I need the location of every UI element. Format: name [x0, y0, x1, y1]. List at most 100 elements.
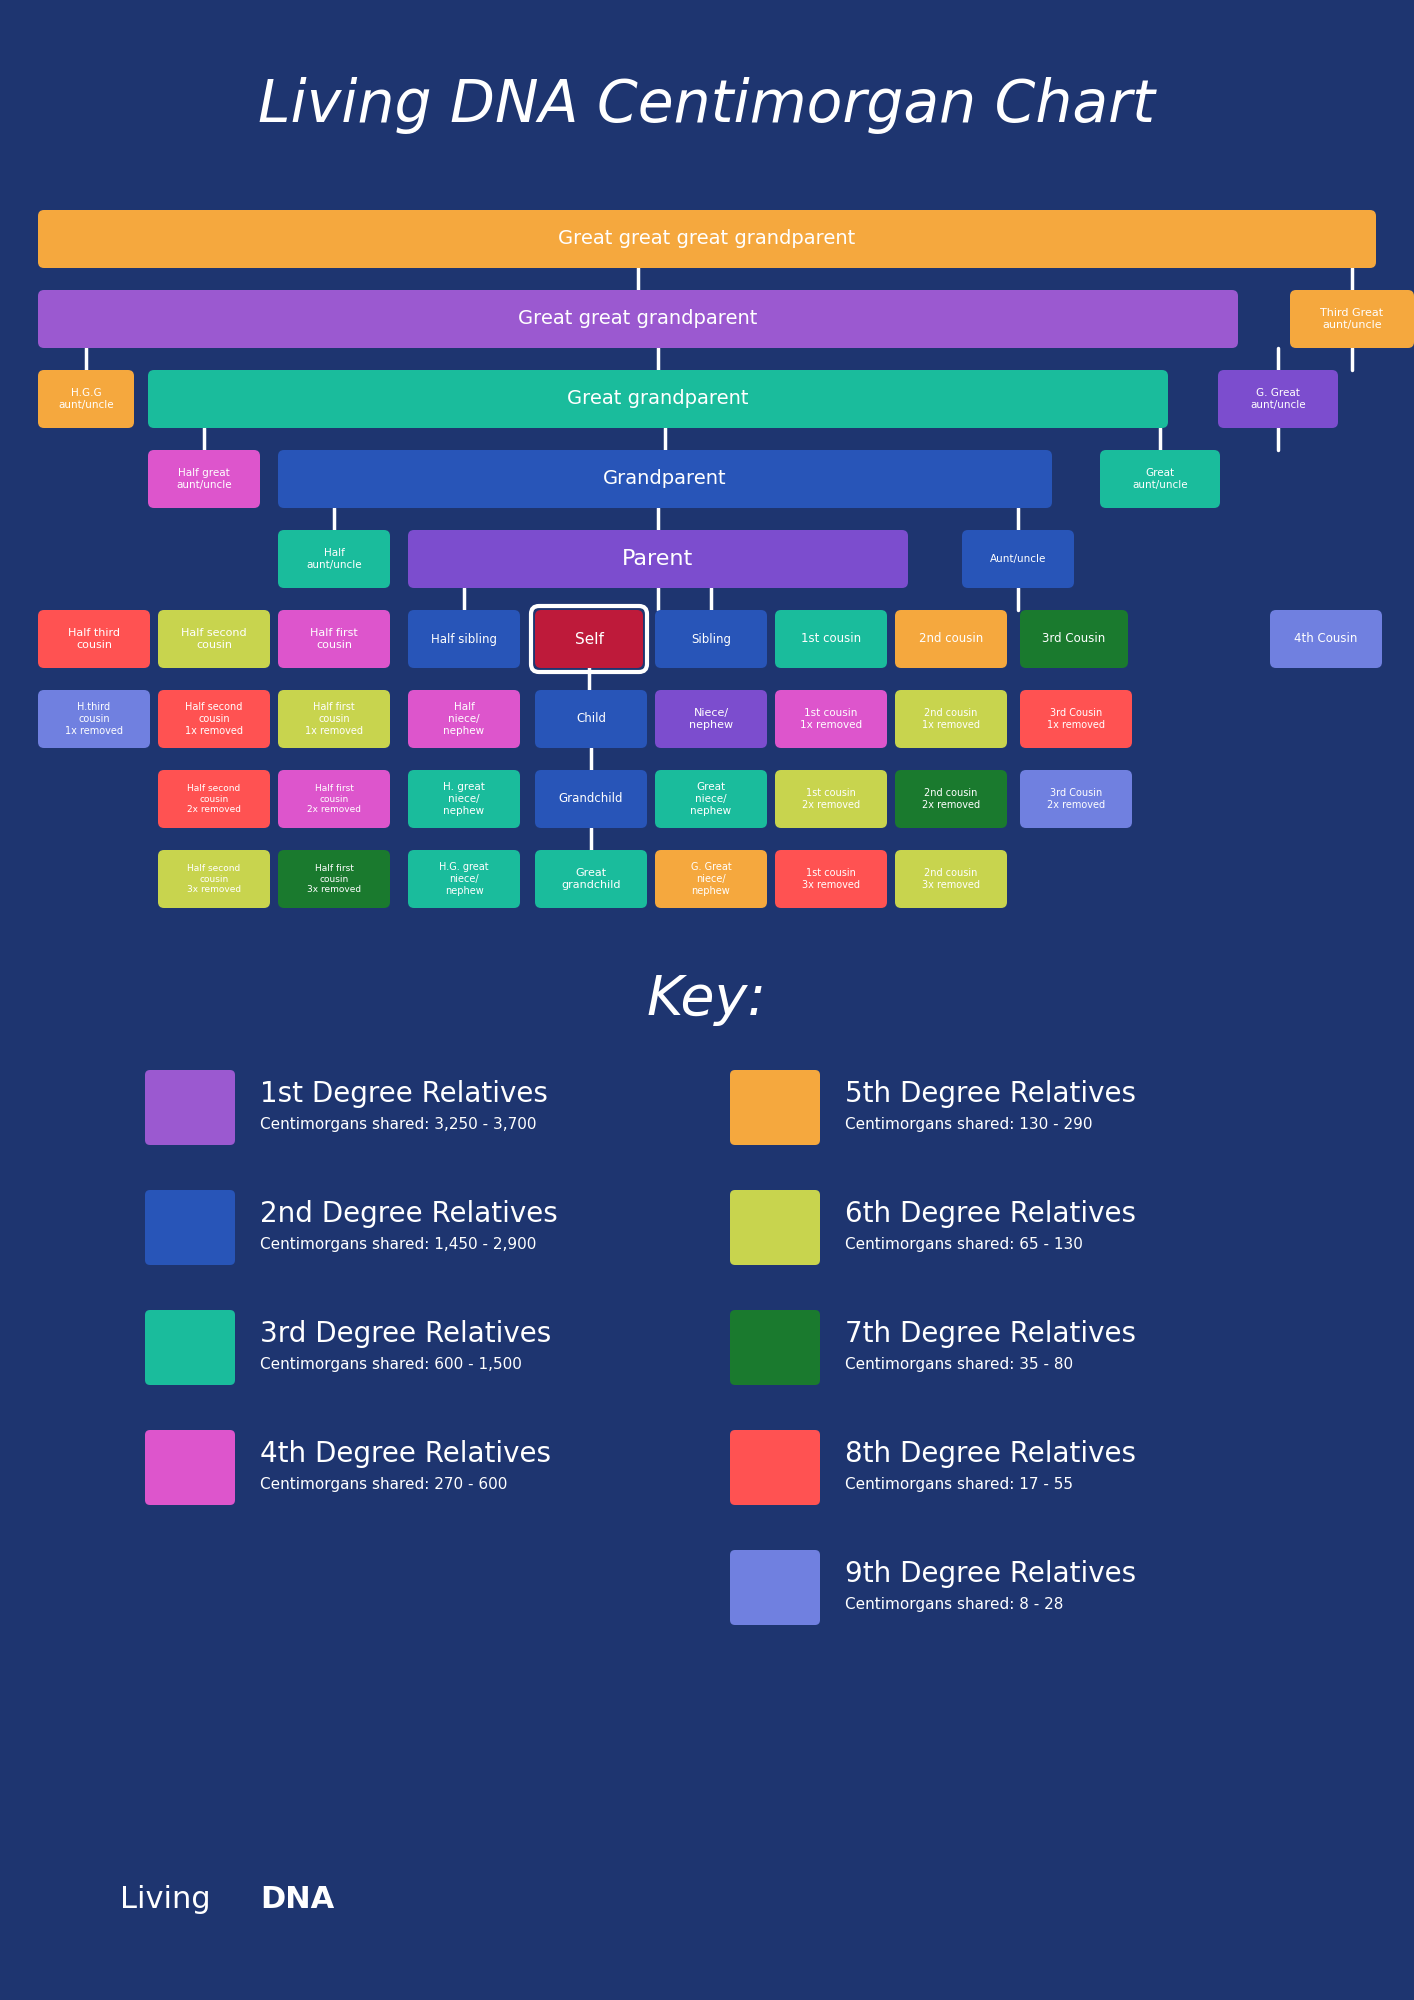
FancyBboxPatch shape	[895, 690, 1007, 748]
FancyBboxPatch shape	[962, 530, 1075, 588]
Text: 1st cousin
2x removed: 1st cousin 2x removed	[802, 788, 860, 810]
FancyBboxPatch shape	[534, 610, 643, 668]
Text: Great
grandchild: Great grandchild	[561, 868, 621, 890]
FancyBboxPatch shape	[1019, 610, 1128, 668]
FancyBboxPatch shape	[655, 850, 766, 908]
Text: Grandchild: Grandchild	[559, 792, 624, 806]
FancyBboxPatch shape	[409, 850, 520, 908]
FancyBboxPatch shape	[146, 1190, 235, 1266]
Text: Half second
cousin
1x removed: Half second cousin 1x removed	[185, 702, 243, 736]
FancyBboxPatch shape	[409, 690, 520, 748]
FancyBboxPatch shape	[730, 1430, 820, 1504]
Text: 3rd Cousin: 3rd Cousin	[1042, 632, 1106, 646]
Text: G. Great
aunt/uncle: G. Great aunt/uncle	[1250, 388, 1305, 410]
Text: Third Great
aunt/uncle: Third Great aunt/uncle	[1321, 308, 1383, 330]
Text: Half third
cousin: Half third cousin	[68, 628, 120, 650]
Text: 2nd cousin
2x removed: 2nd cousin 2x removed	[922, 788, 980, 810]
Text: Aunt/uncle: Aunt/uncle	[990, 554, 1046, 564]
Text: 1st cousin
3x removed: 1st cousin 3x removed	[802, 868, 860, 890]
Text: Half second
cousin
3x removed: Half second cousin 3x removed	[187, 864, 240, 894]
Text: G. Great
niece/
nephew: G. Great niece/ nephew	[690, 862, 731, 896]
FancyBboxPatch shape	[158, 690, 270, 748]
FancyBboxPatch shape	[409, 610, 520, 668]
Text: Living: Living	[120, 1886, 221, 1914]
Text: Sibling: Sibling	[691, 632, 731, 646]
FancyBboxPatch shape	[1217, 370, 1338, 428]
Text: Centimorgans shared: 8 - 28: Centimorgans shared: 8 - 28	[846, 1596, 1063, 1612]
Text: 2nd Degree Relatives: 2nd Degree Relatives	[260, 1200, 557, 1228]
Text: 8th Degree Relatives: 8th Degree Relatives	[846, 1440, 1135, 1468]
Text: DNA: DNA	[260, 1886, 334, 1914]
FancyBboxPatch shape	[146, 1430, 235, 1504]
Text: H. great
niece/
nephew: H. great niece/ nephew	[443, 782, 485, 816]
FancyBboxPatch shape	[1019, 770, 1133, 828]
Text: Grandparent: Grandparent	[604, 470, 727, 488]
Text: H.G. great
niece/
nephew: H.G. great niece/ nephew	[440, 862, 489, 896]
FancyBboxPatch shape	[895, 850, 1007, 908]
FancyBboxPatch shape	[279, 530, 390, 588]
Text: 4th Degree Relatives: 4th Degree Relatives	[260, 1440, 551, 1468]
FancyBboxPatch shape	[146, 1310, 235, 1384]
FancyBboxPatch shape	[730, 1190, 820, 1266]
Text: Half second
cousin: Half second cousin	[181, 628, 247, 650]
Text: H.third
cousin
1x removed: H.third cousin 1x removed	[65, 702, 123, 736]
FancyBboxPatch shape	[534, 850, 648, 908]
FancyBboxPatch shape	[148, 450, 260, 508]
Text: Half first
cousin
2x removed: Half first cousin 2x removed	[307, 784, 361, 814]
FancyBboxPatch shape	[38, 370, 134, 428]
FancyBboxPatch shape	[38, 690, 150, 748]
Text: 7th Degree Relatives: 7th Degree Relatives	[846, 1320, 1135, 1348]
FancyBboxPatch shape	[655, 690, 766, 748]
Text: Child: Child	[575, 712, 607, 726]
FancyBboxPatch shape	[158, 850, 270, 908]
Text: 1st Degree Relatives: 1st Degree Relatives	[260, 1080, 547, 1108]
FancyBboxPatch shape	[279, 690, 390, 748]
Text: H.G.G
aunt/uncle: H.G.G aunt/uncle	[58, 388, 113, 410]
Text: Half first
cousin
3x removed: Half first cousin 3x removed	[307, 864, 361, 894]
FancyBboxPatch shape	[1290, 290, 1414, 348]
Text: Centimorgans shared: 600 - 1,500: Centimorgans shared: 600 - 1,500	[260, 1356, 522, 1372]
FancyBboxPatch shape	[148, 370, 1168, 428]
FancyBboxPatch shape	[655, 610, 766, 668]
FancyBboxPatch shape	[534, 690, 648, 748]
Text: Centimorgans shared: 35 - 80: Centimorgans shared: 35 - 80	[846, 1356, 1073, 1372]
FancyBboxPatch shape	[730, 1310, 820, 1384]
Text: Half first
cousin
1x removed: Half first cousin 1x removed	[305, 702, 363, 736]
FancyBboxPatch shape	[158, 770, 270, 828]
Text: Centimorgans shared: 65 - 130: Centimorgans shared: 65 - 130	[846, 1236, 1083, 1252]
FancyBboxPatch shape	[775, 770, 887, 828]
FancyBboxPatch shape	[38, 610, 150, 668]
FancyBboxPatch shape	[775, 850, 887, 908]
FancyBboxPatch shape	[1100, 450, 1220, 508]
Text: 3rd Cousin
1x removed: 3rd Cousin 1x removed	[1046, 708, 1104, 730]
Text: Half first
cousin: Half first cousin	[310, 628, 358, 650]
FancyBboxPatch shape	[655, 770, 766, 828]
Text: Great
aunt/uncle: Great aunt/uncle	[1133, 468, 1188, 490]
Text: Centimorgans shared: 1,450 - 2,900: Centimorgans shared: 1,450 - 2,900	[260, 1236, 536, 1252]
Text: 6th Degree Relatives: 6th Degree Relatives	[846, 1200, 1135, 1228]
Text: Key:: Key:	[648, 974, 766, 1026]
Text: 9th Degree Relatives: 9th Degree Relatives	[846, 1560, 1135, 1588]
FancyBboxPatch shape	[730, 1550, 820, 1624]
FancyBboxPatch shape	[146, 1070, 235, 1144]
FancyBboxPatch shape	[730, 1070, 820, 1144]
Text: 2nd cousin: 2nd cousin	[919, 632, 983, 646]
Text: Great
niece/
nephew: Great niece/ nephew	[690, 782, 731, 816]
FancyBboxPatch shape	[279, 770, 390, 828]
FancyBboxPatch shape	[895, 610, 1007, 668]
Text: 1st cousin: 1st cousin	[800, 632, 861, 646]
Text: 2nd cousin
1x removed: 2nd cousin 1x removed	[922, 708, 980, 730]
Text: Great great great grandparent: Great great great grandparent	[559, 230, 855, 248]
Text: Self: Self	[574, 632, 604, 646]
FancyBboxPatch shape	[1019, 690, 1133, 748]
Text: Half great
aunt/uncle: Half great aunt/uncle	[177, 468, 232, 490]
FancyBboxPatch shape	[279, 850, 390, 908]
Text: Great grandparent: Great grandparent	[567, 390, 749, 408]
Text: 4th Cousin: 4th Cousin	[1294, 632, 1357, 646]
Text: Niece/
nephew: Niece/ nephew	[689, 708, 732, 730]
Text: Centimorgans shared: 17 - 55: Centimorgans shared: 17 - 55	[846, 1476, 1073, 1492]
FancyBboxPatch shape	[409, 770, 520, 828]
FancyBboxPatch shape	[895, 770, 1007, 828]
Text: Centimorgans shared: 3,250 - 3,700: Centimorgans shared: 3,250 - 3,700	[260, 1116, 536, 1132]
FancyBboxPatch shape	[38, 210, 1376, 268]
